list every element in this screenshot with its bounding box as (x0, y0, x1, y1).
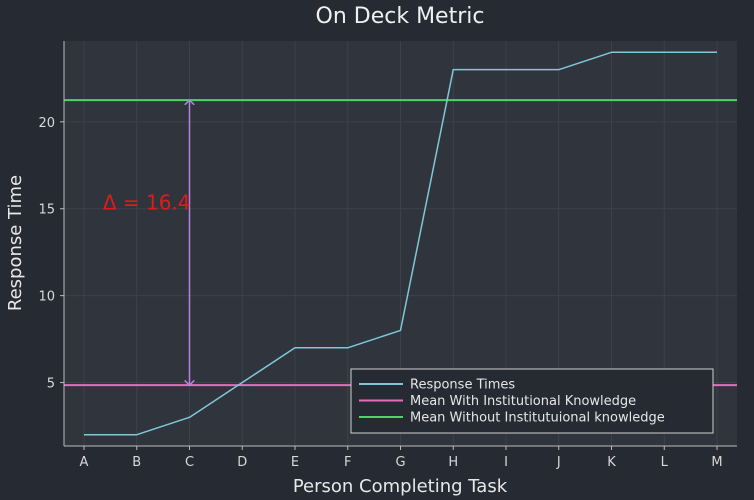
x-tick-label: I (504, 455, 508, 470)
x-tick-label: F (344, 455, 351, 470)
x-tick-label: M (711, 455, 722, 470)
x-tick-label: K (607, 455, 616, 470)
x-tick-label: D (237, 455, 247, 470)
response-times-line (84, 51, 717, 436)
legend-label: Response Times (410, 378, 515, 393)
ticks: A B C D E F G H I J K L M 5 10 15 20 (38, 116, 722, 470)
x-tick-label: B (132, 455, 141, 470)
x-tick-label: J (556, 455, 561, 470)
x-axis-title: Person Completing Task (293, 476, 508, 497)
x-tick-label: E (291, 455, 299, 470)
legend-box (350, 368, 714, 434)
y-tick-label: 15 (38, 203, 55, 218)
legend-label: Mean With Institutional Knowledge (410, 394, 636, 409)
y-axis-title: Response Time (5, 175, 26, 311)
y-tick-label: 5 (47, 377, 55, 392)
y-tick-label: 20 (38, 116, 55, 131)
annotation: Δ = 16.4 (103, 100, 191, 385)
legend-label: Mean Without Institutuional knowledge (410, 411, 665, 426)
y-tick-label: 10 (38, 290, 55, 305)
x-tick-label: C (185, 455, 194, 470)
x-tick-label: A (80, 455, 89, 470)
x-tick-label: H (448, 455, 458, 470)
delta-annotation: Δ = 16.4 (103, 191, 191, 215)
x-tick-label: G (395, 455, 405, 470)
x-tick-label: L (661, 455, 669, 470)
chart-title: On Deck Metric (316, 4, 485, 29)
